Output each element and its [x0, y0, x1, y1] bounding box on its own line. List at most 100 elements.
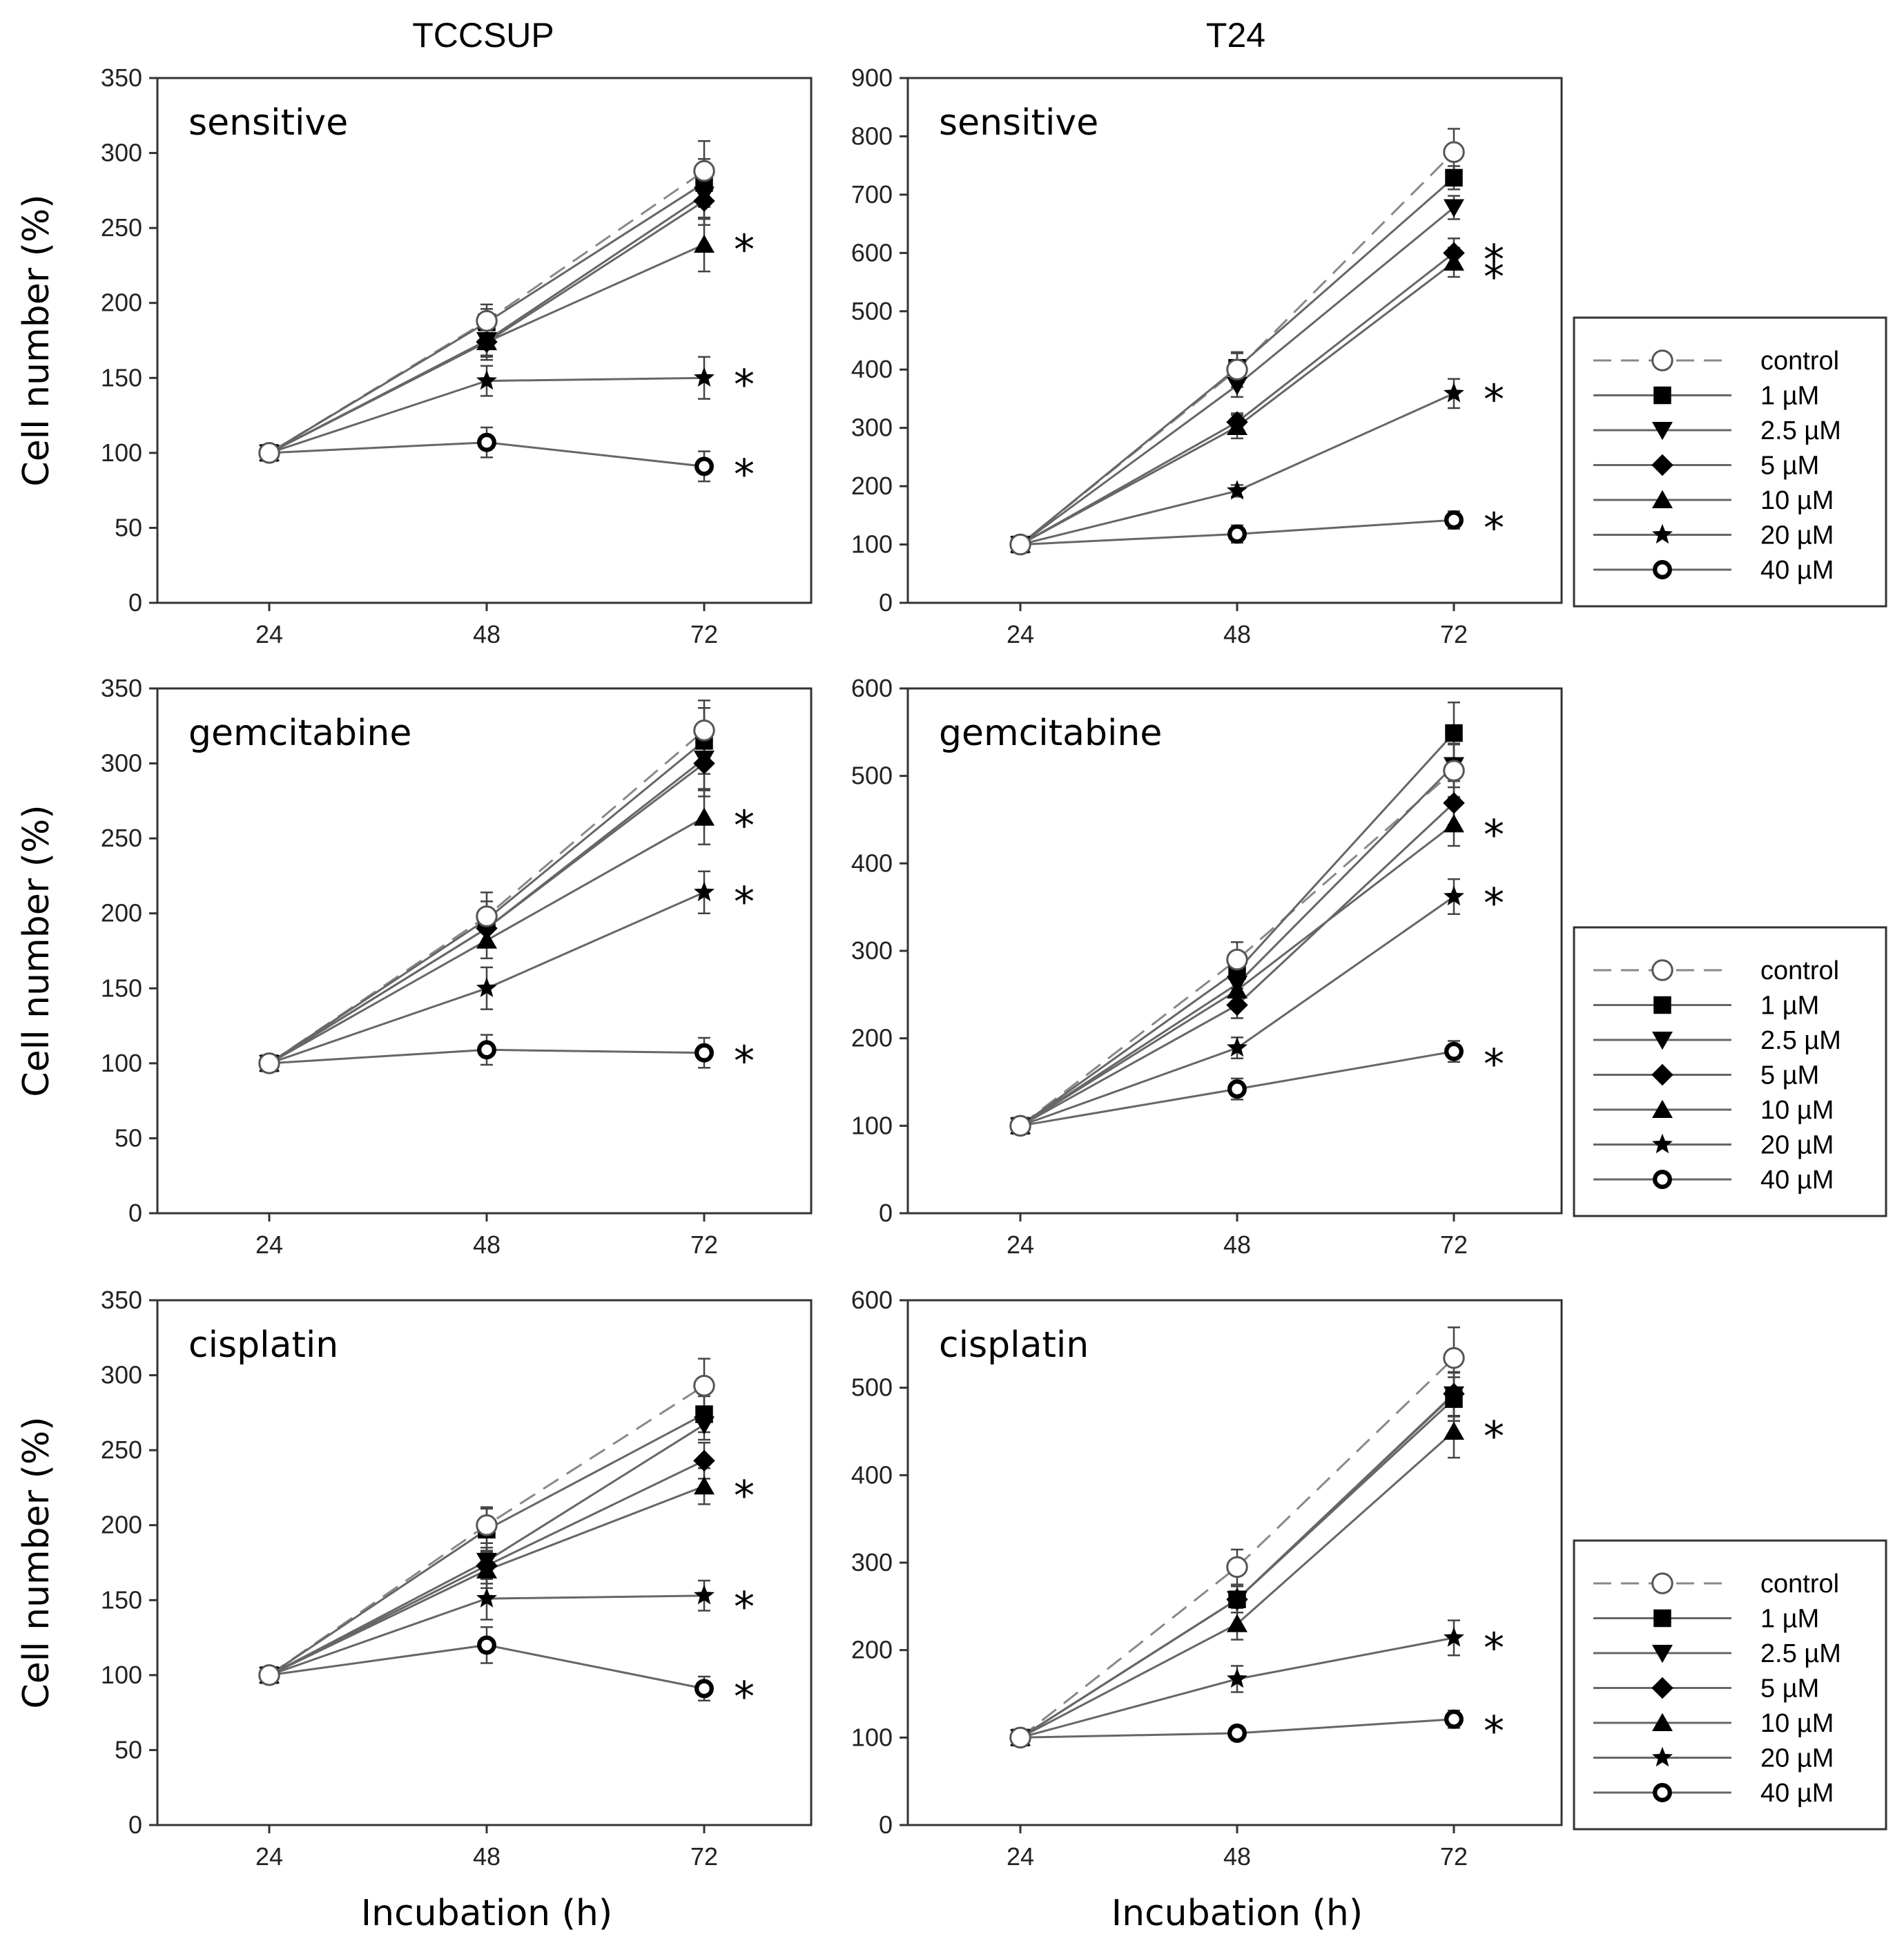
series-line — [1020, 252, 1455, 546]
legend-marker — [1652, 1712, 1673, 1731]
legend-marker — [1652, 1133, 1673, 1154]
series-line — [1020, 732, 1455, 1127]
legend-label: control — [1760, 1570, 1839, 1599]
y-tick-label: 350 — [101, 1286, 142, 1314]
y-tick-label: 200 — [851, 1636, 893, 1664]
legend-entry: 10 µM — [1593, 1096, 1834, 1125]
x-tick-label: 24 — [255, 1842, 283, 1871]
legend-entry: 20 µM — [1593, 1131, 1834, 1160]
y-tick-label: 0 — [879, 588, 893, 617]
x-tick-label: 48 — [1223, 620, 1251, 648]
y-tick-label: 0 — [128, 588, 142, 617]
data-point — [1227, 1036, 1247, 1057]
data-point — [476, 1560, 497, 1579]
chart-panel-cisplatin-t24: 0 100 200 300 400 500 600 24 48 72 cisplatin Incuba… — [851, 1286, 1563, 1934]
data-point — [694, 367, 715, 387]
data-point — [1227, 480, 1247, 500]
y-tick-label: 700 — [851, 180, 893, 209]
data-point — [693, 752, 715, 775]
data-point — [1443, 760, 1465, 782]
x-tick-label: 24 — [1007, 1842, 1034, 1871]
legend-marker — [1653, 1170, 1672, 1189]
y-tick-label: 150 — [101, 363, 142, 392]
y-tick-label: 400 — [851, 355, 893, 383]
legend-label: 1 µM — [1760, 1605, 1819, 1634]
legend-label: 40 µM — [1760, 556, 1834, 585]
legend-marker — [1651, 1063, 1673, 1086]
legend-label: 2.5 µM — [1760, 1026, 1841, 1055]
legend-label: 1 µM — [1760, 992, 1819, 1021]
data-point — [476, 310, 498, 332]
y-tick-label: 300 — [851, 936, 893, 965]
x-tick-label: 72 — [1440, 1231, 1468, 1259]
legend-entry: 40 µM — [1593, 1166, 1834, 1195]
plot-frame — [156, 1299, 813, 1826]
legend-entry: 40 µM — [1593, 1779, 1834, 1808]
legend-marker — [1652, 1099, 1673, 1118]
y-tick-label: 0 — [879, 1811, 893, 1839]
significance-asterisk: * — [734, 1583, 755, 1631]
y-tick-label: 50 — [115, 1123, 142, 1152]
data-point — [1444, 383, 1464, 403]
data-point — [693, 1375, 715, 1397]
legend-entry: 5 µM — [1593, 1061, 1819, 1090]
data-point — [1444, 885, 1464, 906]
data-point — [1227, 416, 1247, 435]
x-tick-label: 48 — [1223, 1231, 1251, 1259]
y-tick-label: 150 — [101, 974, 142, 1002]
legend-label: 1 µM — [1760, 382, 1819, 411]
panel-label: cisplatin — [939, 1324, 1089, 1366]
y-axis-title: Cell number (%) — [16, 194, 57, 486]
y-tick-label: 300 — [851, 414, 893, 442]
y-tick-label: 800 — [851, 122, 893, 150]
data-point — [477, 1040, 496, 1060]
y-tick-label: 0 — [128, 1199, 142, 1227]
legend-label: 20 µM — [1760, 1744, 1834, 1773]
legend-frame — [1573, 1539, 1887, 1831]
data-point — [1227, 980, 1247, 998]
y-tick-label: 500 — [851, 297, 893, 325]
data-point — [1226, 358, 1248, 380]
y-tick-label: 50 — [115, 1735, 142, 1764]
data-point — [1226, 994, 1248, 1016]
panel-label: cisplatin — [188, 1324, 338, 1366]
y-axis-title: Cell number (%) — [16, 1416, 57, 1708]
legend-label: 2.5 µM — [1760, 416, 1841, 445]
data-point — [694, 456, 714, 476]
legend-marker — [1651, 1677, 1673, 1699]
data-point — [1444, 1709, 1464, 1729]
legend-marker — [1652, 490, 1673, 508]
data-point — [1226, 948, 1248, 971]
panel-label: gemcitabine — [939, 713, 1162, 754]
legend-entry: 40 µM — [1593, 556, 1834, 585]
legend-entry: 5 µM — [1593, 452, 1819, 481]
data-point — [1009, 1114, 1031, 1137]
significance-asterisk: * — [734, 1472, 755, 1521]
y-tick-label: 300 — [101, 1361, 142, 1389]
legend-label: 40 µM — [1760, 1779, 1834, 1808]
legend-frame — [1573, 926, 1887, 1217]
x-axis-title: Incubation (h) — [361, 1893, 612, 1934]
data-point — [694, 234, 715, 253]
data-point — [1227, 1614, 1247, 1632]
y-tick-label: 100 — [851, 1111, 893, 1139]
y-tick-label: 250 — [101, 1436, 142, 1464]
legend-label: control — [1760, 347, 1839, 376]
y-tick-label: 300 — [101, 139, 142, 167]
legend-entry: 1 µM — [1593, 1605, 1819, 1634]
x-tick-label: 72 — [1440, 1842, 1468, 1871]
y-tick-label: 200 — [101, 1511, 142, 1539]
y-tick-label: 500 — [851, 762, 893, 790]
legend-marker — [1651, 959, 1673, 981]
y-tick-label: 600 — [851, 238, 893, 267]
x-tick-label: 72 — [690, 1842, 718, 1871]
significance-asterisk: * — [1484, 504, 1504, 552]
data-point — [1444, 252, 1464, 271]
legend-marker — [1651, 349, 1673, 371]
data-point — [476, 930, 497, 949]
data-point — [1444, 199, 1464, 218]
data-point — [1445, 168, 1463, 187]
significance-asterisk: * — [1484, 1707, 1504, 1755]
y-tick-label: 50 — [115, 513, 142, 541]
y-tick-label: 300 — [851, 1548, 893, 1576]
